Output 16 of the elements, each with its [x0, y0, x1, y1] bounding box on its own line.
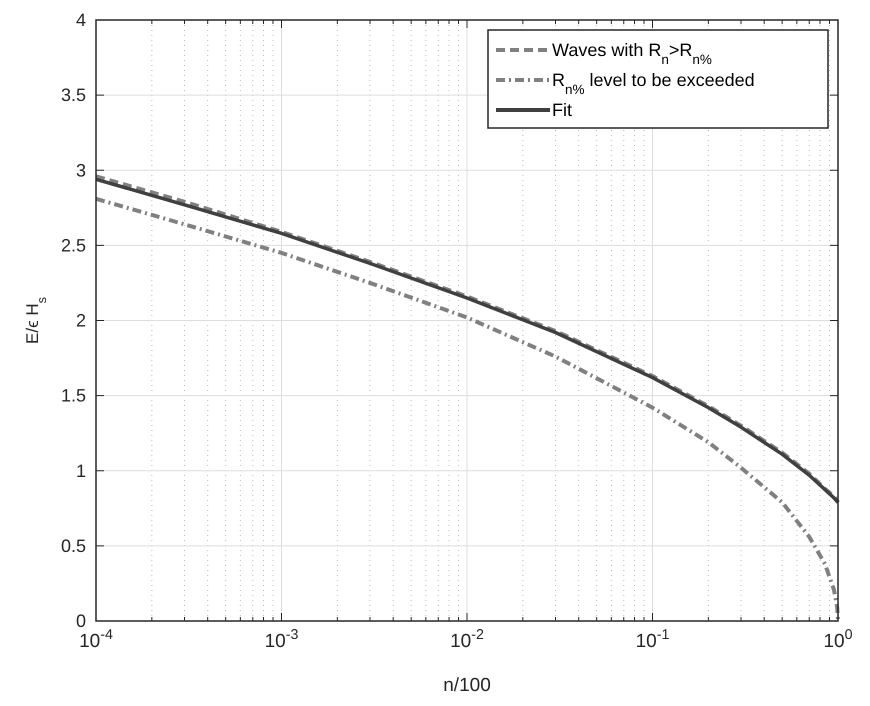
x-tick-label: 10$^{0}$	[823, 627, 853, 652]
y-tick-label: 3.5	[60, 85, 86, 106]
y-tick-label: 1.5	[60, 386, 86, 406]
legend-label: Fit	[552, 100, 572, 120]
y-tick-label: 3	[76, 160, 86, 180]
x-tick-label: 10$^{-2}$	[450, 627, 484, 652]
x-axis-title: n/100	[443, 675, 491, 696]
y-tick-label: 1	[76, 460, 86, 481]
legend-label: Waves with R$_{n}$>R$_{n%}$	[552, 40, 712, 66]
x-tick-label: 10$^{-1}$	[636, 627, 670, 652]
legend-label: R$_{n%}$ level to be exceeded	[552, 70, 755, 96]
y-tick-label: 0.5	[60, 536, 86, 556]
y-tick-label: 4	[76, 10, 86, 30]
y-tick-label: 2	[76, 310, 86, 330]
x-tick-label: 10$^{-3}$	[264, 627, 298, 652]
y-tick-label: 2.5	[60, 235, 86, 256]
